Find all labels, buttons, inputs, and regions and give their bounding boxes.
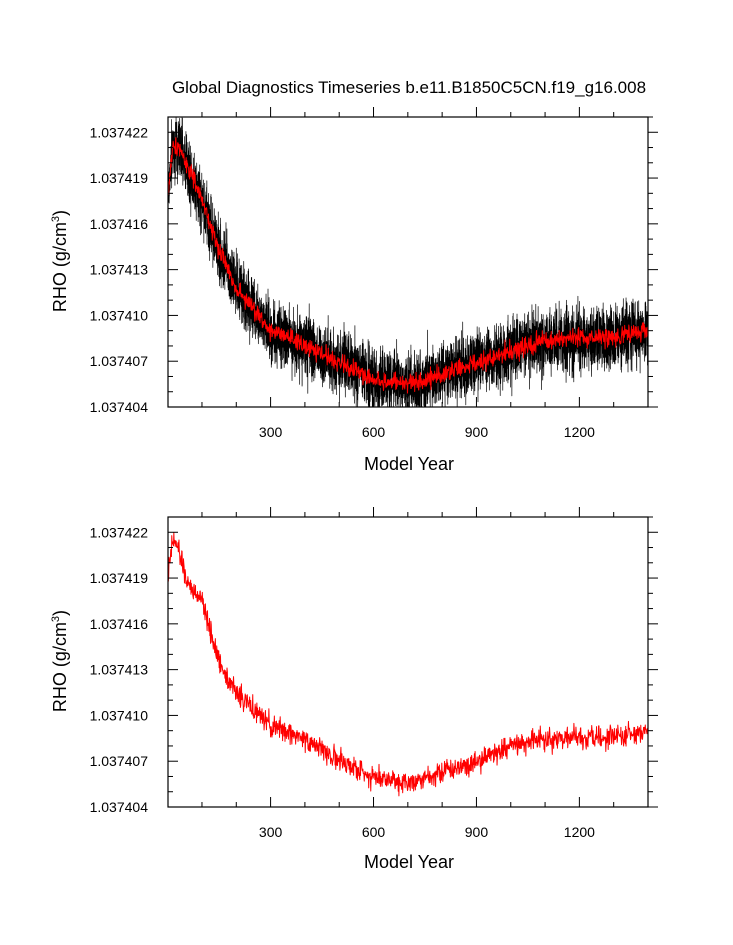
x-axis-title: Model Year [364,454,454,474]
y-tick-label: 1.037407 [90,353,149,369]
x-tick-label: 300 [259,424,283,440]
x-tick-label: 900 [465,424,489,440]
series-line-monthly [168,117,648,407]
x-axis-title: Model Year [364,852,454,872]
chart-title: Global Diagnostics Timeseries b.e11.B185… [172,78,646,97]
y-tick-label: 1.037404 [90,399,149,415]
y-tick-label: 1.037416 [90,616,149,632]
y-tick-label: 1.037407 [90,753,149,769]
y-axis-title: RHO (g/cm3) [50,610,70,712]
x-tick-label: 300 [259,824,283,840]
plot-frame [167,516,649,808]
x-tick-label: 1200 [564,824,595,840]
y-tick-label: 1.037410 [90,307,149,323]
x-tick-label: 600 [362,424,386,440]
y-tick-label: 1.037410 [90,707,149,723]
y-tick-label: 1.037413 [90,662,149,678]
series-line-annual [168,137,648,394]
y-tick-label: 1.037404 [90,799,149,815]
series-line-annual [168,532,648,797]
x-tick-label: 900 [465,824,489,840]
y-tick-label: 1.037422 [90,524,149,540]
y-tick-label: 1.037416 [90,216,149,232]
y-tick-label: 1.037422 [90,124,149,140]
y-tick-label: 1.037419 [90,570,149,586]
bottom-panel: 300 600 900 1200 1.037404 1.037407 1.037410 1.0… [50,507,658,872]
y-axis-title: RHO (g/cm3) [50,210,70,312]
top-panel: Global Diagnostics Timeseries b.e11.B185… [50,78,658,474]
x-tick-label: 1200 [564,424,595,440]
y-tick-label: 1.037413 [90,262,149,278]
y-tick-label: 1.037419 [90,170,149,186]
x-tick-label: 600 [362,824,386,840]
